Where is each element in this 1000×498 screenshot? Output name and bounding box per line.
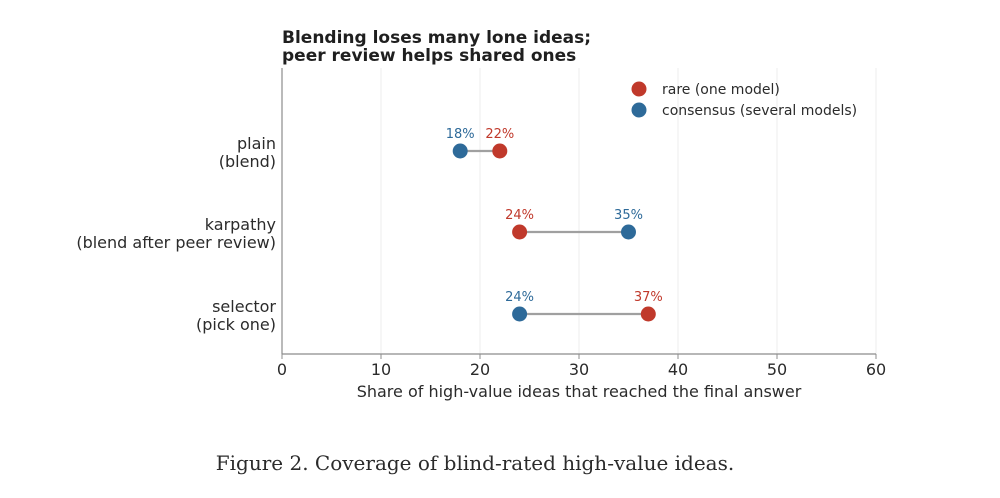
grid-layer <box>380 68 877 354</box>
legend-marker <box>631 102 647 118</box>
dot-rare <box>640 306 656 322</box>
data-label-consensus: 24% <box>505 290 534 305</box>
data-label-consensus: 35% <box>614 208 643 223</box>
x-tick-label: 30 <box>569 360 589 379</box>
dot-consensus <box>512 306 528 322</box>
category-label-line-2: (blend after peer review) <box>76 233 276 252</box>
legend-label: consensus (several models) <box>662 103 857 119</box>
category-labels: plain(blend) karpathy(blend after peer re… <box>76 134 276 334</box>
data-label-consensus: 18% <box>446 127 475 142</box>
category-label-line-2: (pick one) <box>196 315 276 334</box>
x-axis-title: Share of high-value ideas that reached t… <box>357 382 802 401</box>
chart-title-line-2: peer review helps shared ones <box>282 46 576 66</box>
category-label-line-2: (blend) <box>219 152 276 171</box>
x-tick-labels: 0 10 20 30 40 50 60 <box>277 354 886 379</box>
legend: rare (one model) consensus (several model… <box>631 81 857 119</box>
category-label-line-1: plain <box>237 134 276 153</box>
chart-title: Blending loses many lone ideas; peer rev… <box>282 28 591 66</box>
dot-consensus <box>452 143 468 159</box>
figure-caption: Figure 2. Coverage of blind-rated high-v… <box>215 451 735 475</box>
x-tick-label: 40 <box>668 360 688 379</box>
dot-rare <box>492 143 508 159</box>
data-marks: 22% 24% 37% 18% 35% 24% <box>446 127 663 322</box>
dot-consensus <box>621 224 636 240</box>
data-label-rare: 37% <box>634 290 663 305</box>
data-label-rare: 24% <box>505 208 534 223</box>
data-label-rare: 22% <box>485 127 514 142</box>
x-tick-label: 10 <box>371 360 391 379</box>
x-tick-label: 0 <box>277 360 287 379</box>
legend-label: rare (one model) <box>662 82 780 98</box>
category-label-line-1: karpathy <box>205 215 276 234</box>
category-label-line-1: selector <box>212 297 276 316</box>
x-tick-label: 20 <box>470 360 490 379</box>
x-tick-label: 60 <box>866 360 886 379</box>
legend-marker <box>631 81 647 97</box>
dot-rare <box>512 224 528 240</box>
chart-title-line-1: Blending loses many lone ideas; <box>282 28 591 48</box>
x-tick-label: 50 <box>767 360 787 379</box>
